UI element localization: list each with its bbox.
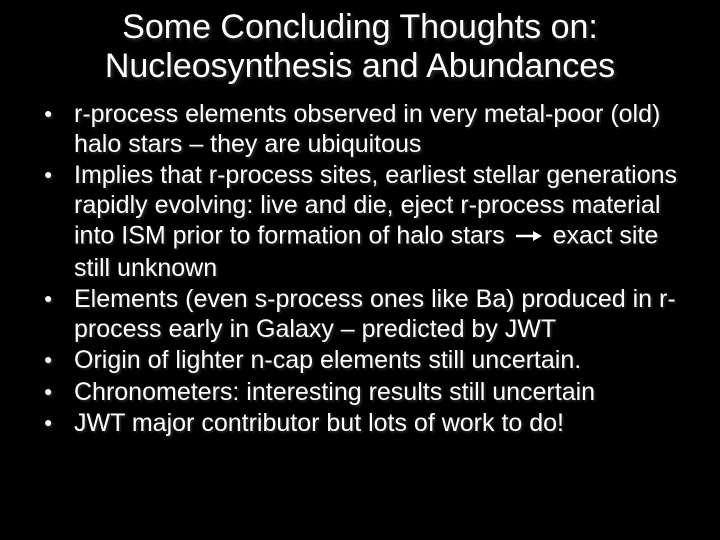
bullet-text: Elements (even s-process ones like Ba) p… xyxy=(74,285,676,343)
page-title: Some Concluding Thoughts on: Nucleosynth… xyxy=(30,8,690,86)
title-line-2: Nucleosynthesis and Abundances xyxy=(105,47,615,85)
title-line-1: Some Concluding Thoughts on: xyxy=(122,8,598,46)
list-item: Chronometers: interesting results still … xyxy=(40,378,690,408)
arrow-icon xyxy=(516,220,542,250)
bullet-list: r-process elements observed in very meta… xyxy=(30,100,690,439)
bullet-text: Origin of lighter n-cap elements still u… xyxy=(74,346,581,374)
bullet-text: r-process elements observed in very meta… xyxy=(74,100,660,158)
list-item: r-process elements observed in very meta… xyxy=(40,100,690,159)
list-item: JWT major contributor but lots of work t… xyxy=(40,409,690,439)
list-item: Origin of lighter n-cap elements still u… xyxy=(40,346,690,376)
list-item: Elements (even s-process ones like Ba) p… xyxy=(40,285,690,344)
list-item: Implies that r-process sites, earliest s… xyxy=(40,161,690,283)
bullet-text: JWT major contributor but lots of work t… xyxy=(74,409,564,437)
bullet-text: Chronometers: interesting results still … xyxy=(74,378,595,406)
slide: Some Concluding Thoughts on: Nucleosynth… xyxy=(0,0,720,540)
